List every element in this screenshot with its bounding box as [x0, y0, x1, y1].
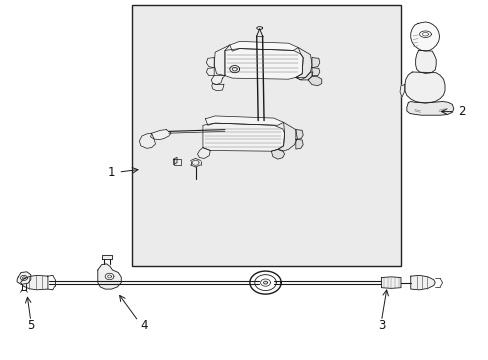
Polygon shape	[197, 148, 210, 158]
Polygon shape	[173, 159, 181, 165]
Polygon shape	[17, 272, 31, 284]
Text: 2: 2	[457, 105, 465, 118]
Polygon shape	[311, 68, 319, 76]
Polygon shape	[98, 264, 121, 289]
Polygon shape	[410, 22, 439, 51]
Polygon shape	[150, 130, 171, 140]
Polygon shape	[410, 275, 434, 290]
Text: 3: 3	[377, 319, 385, 332]
Polygon shape	[102, 255, 112, 259]
Polygon shape	[295, 48, 311, 80]
Polygon shape	[224, 49, 303, 79]
Polygon shape	[406, 102, 453, 115]
Polygon shape	[381, 277, 400, 288]
Polygon shape	[203, 123, 284, 151]
Polygon shape	[277, 122, 297, 151]
Text: 5: 5	[27, 319, 35, 332]
Polygon shape	[295, 130, 303, 139]
Polygon shape	[399, 85, 404, 97]
Polygon shape	[229, 41, 298, 51]
Polygon shape	[307, 76, 321, 86]
Polygon shape	[404, 72, 444, 103]
Polygon shape	[214, 45, 229, 76]
Polygon shape	[173, 157, 177, 165]
Text: 4: 4	[140, 319, 148, 332]
Polygon shape	[206, 68, 214, 76]
Polygon shape	[311, 58, 319, 68]
Polygon shape	[271, 149, 284, 159]
Polygon shape	[415, 50, 435, 73]
Polygon shape	[295, 139, 303, 149]
Polygon shape	[205, 116, 283, 125]
Polygon shape	[211, 76, 224, 85]
Bar	[132, 5, 400, 266]
Polygon shape	[22, 277, 25, 279]
Polygon shape	[211, 84, 224, 91]
Polygon shape	[263, 281, 267, 284]
Polygon shape	[295, 72, 312, 80]
Polygon shape	[139, 133, 155, 148]
Polygon shape	[206, 58, 214, 68]
Polygon shape	[20, 275, 48, 290]
Text: 1: 1	[107, 166, 115, 179]
